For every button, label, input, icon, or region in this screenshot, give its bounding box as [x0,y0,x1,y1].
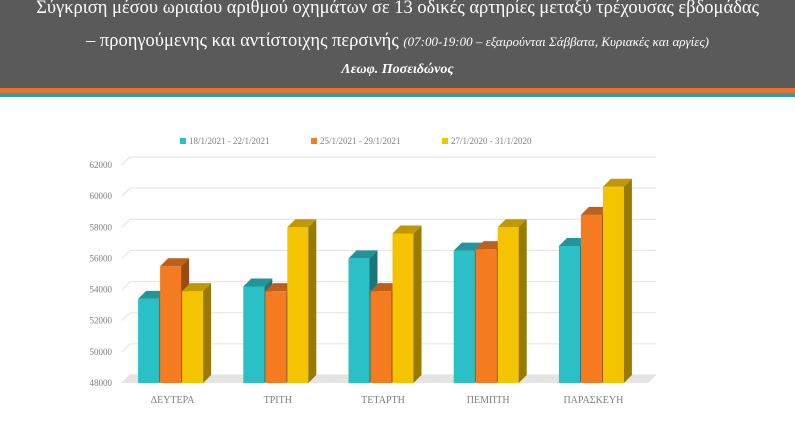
bar [287,227,309,383]
gridline-depth [121,187,131,197]
bar-chart: 48000 50000 52000 54000 56000 58000 60000 62000… [90,136,656,406]
y-tick-label: 56000 [90,253,113,263]
bar-top [265,283,295,292]
bar-top [580,206,610,215]
y-tick-label: 58000 [90,222,113,232]
header-stripe-orange [0,88,795,93]
bar-top [602,178,632,187]
bar [558,245,580,383]
bar [497,227,519,383]
page-title: Σύγκριση μέσου ωριαίου αριθμού οχημάτων … [36,0,759,18]
header-banner [0,0,795,88]
legend-swatch [442,138,448,144]
legend-label: 25/1/2021 - 29/1/2021 [320,136,401,146]
bar [265,291,287,383]
y-tick-label: 62000 [90,160,113,170]
x-tick-label: ΔΕΥΤΕΡΑ [151,395,196,406]
bar [138,298,160,383]
bar-top [287,219,317,228]
bar [370,291,392,383]
gridline-depth [121,250,131,259]
y-tick-label: 50000 [90,347,113,357]
bar-side [623,178,632,383]
bar [602,186,624,383]
bar-top [453,242,483,251]
legend-label: 27/1/2020 - 31/1/2020 [451,136,532,146]
bar-side [308,219,317,383]
bar-top [392,225,422,234]
x-tick-label: ΠΑΡΑΣΚΕΥΗ [563,395,623,406]
bar-side [203,283,212,383]
bar-side [518,219,527,383]
header-stripe-teal [0,93,795,97]
title-main: – προηγούμενης και αντίστοιχης περσινής [86,31,404,51]
bar-top [497,219,527,228]
bar-top [243,278,273,287]
bar-top [182,283,212,292]
page-subtitle: Λεωφ. Ποσειδώνος [341,62,454,77]
gridline-depth [121,374,131,384]
y-tick-label: 52000 [90,316,113,326]
bar-top [370,283,400,292]
bar [348,258,370,383]
title-note: (07:00-19:00 – εξαιρούνται Σάββατα, Κυρι… [403,34,709,49]
bar [453,250,475,383]
y-tick-label: 48000 [90,378,113,388]
bar-top [138,290,168,299]
bar [243,286,265,383]
x-tick-label: ΤΡΙΤΗ [264,395,292,406]
legend-label: 18/1/2021 - 22/1/2021 [189,136,270,146]
legend-swatch [180,138,186,144]
x-tick-label: ΠΕΜΠΤΗ [467,395,510,406]
bar-top [558,237,588,246]
gridline-depth [121,343,131,353]
bar [580,214,602,383]
page-title-line2: – προηγούμενης και αντίστοιχης περσινής … [0,31,795,52]
y-tick-label: 54000 [90,285,113,295]
y-tick-label: 60000 [90,191,113,201]
gridline-depth [121,218,131,228]
bar [392,233,414,383]
bar-top [348,250,378,259]
gridline-depth [121,156,131,166]
bar [475,249,497,383]
x-tick-label: ΤΕΤΑΡΤΗ [361,395,405,406]
bar-side [413,225,422,383]
bar-top [475,241,505,250]
legend-swatch [311,138,317,144]
bar [160,266,182,383]
gridline-depth [121,312,131,322]
gridline-depth [121,281,131,290]
bar-top [160,258,190,267]
bar [182,291,204,383]
